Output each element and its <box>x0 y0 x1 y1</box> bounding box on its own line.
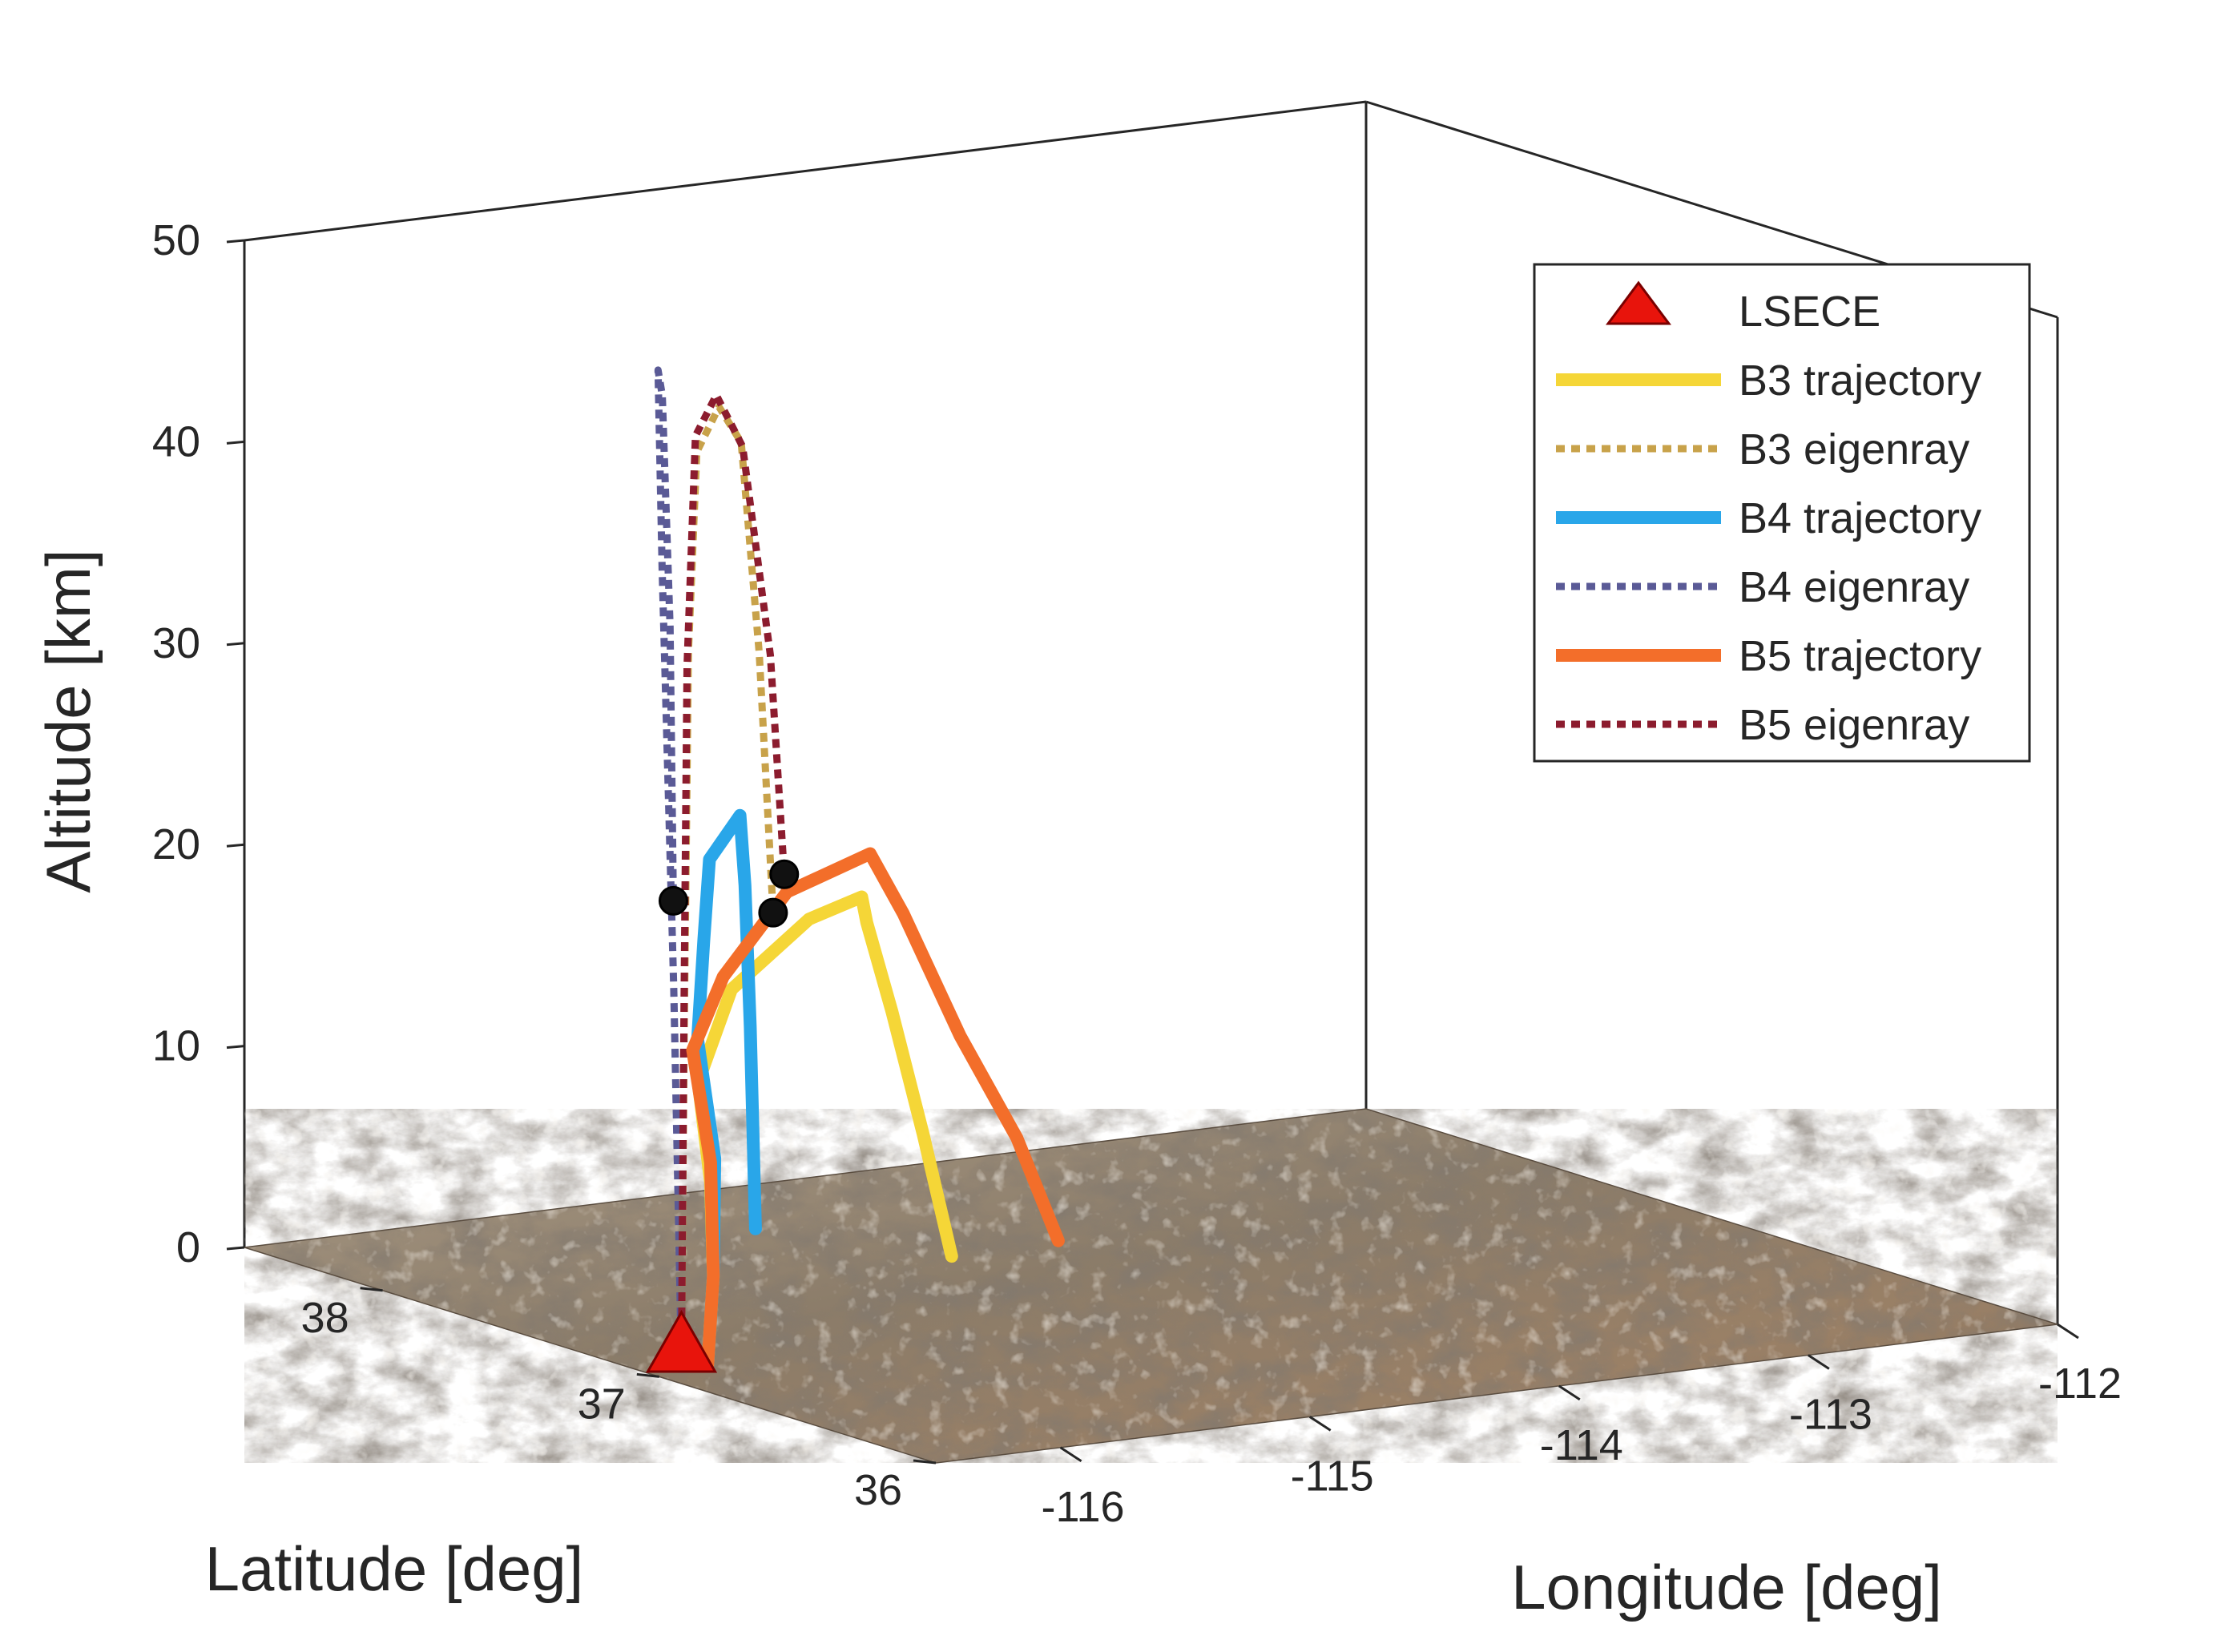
x-tick-label: -112 <box>2038 1360 2122 1408</box>
z-tick-label: 20 <box>152 820 200 868</box>
x-tick-mark <box>1059 1446 1082 1463</box>
y-tick-label: 36 <box>854 1466 902 1514</box>
series-b5-trajectory <box>686 847 1065 1372</box>
y-tick-mark <box>360 1287 383 1292</box>
x-tick-mark <box>2057 1323 2079 1340</box>
legend-label: B5 eigenray <box>1739 701 1969 749</box>
z-tick-label: 30 <box>152 619 200 667</box>
series-b5-eigenray <box>678 391 788 1363</box>
z-tick-mark <box>226 843 245 848</box>
z-tick-mark <box>226 642 245 647</box>
x-tick-label: -115 <box>1291 1452 1374 1500</box>
legend-label: B4 eigenray <box>1739 563 1969 611</box>
z-tick-label: 0 <box>176 1223 200 1271</box>
x-axis-title: Longitude [deg] <box>1511 1552 1942 1622</box>
series-b3-eigenray <box>678 403 777 1363</box>
y-tick-label: 38 <box>301 1294 349 1342</box>
markers-layer <box>645 859 800 1373</box>
x-tick-mark <box>1558 1384 1581 1401</box>
legend-label: B3 eigenray <box>1739 425 1969 473</box>
axis-edge-top-back <box>244 100 1367 242</box>
y-tick-label: 37 <box>578 1380 626 1428</box>
z-tick-mark <box>226 1045 245 1050</box>
terrain-floor <box>244 1108 2058 1464</box>
intersection-marker-b3 <box>758 897 788 928</box>
x-tick-label: -113 <box>1789 1390 1872 1438</box>
intersection-marker-b5 <box>769 859 800 889</box>
station-marker-lsece <box>645 1309 718 1373</box>
x-tick-mark <box>1808 1354 1830 1370</box>
y-axis-title: Latitude [deg] <box>205 1533 584 1604</box>
z-tick-mark <box>226 239 245 244</box>
z-tick-mark <box>226 440 245 445</box>
series-b4-eigenray <box>654 366 685 1363</box>
legend-label: B3 trajectory <box>1739 357 1981 405</box>
y-tick-mark <box>913 1459 937 1465</box>
axis-ticks: 0 10 20 30 40 50 36 37 38 -116 -115 -114 -113 -112 <box>152 216 2122 1531</box>
axes-box-back <box>243 100 2059 1324</box>
x-tick-mark <box>1308 1416 1332 1432</box>
z-axis-title: Altitude [km] <box>33 549 103 892</box>
y-tick-mark <box>636 1372 659 1378</box>
x-tick-label: -116 <box>1042 1483 1125 1531</box>
terrain-texture <box>244 1109 2058 1463</box>
intersection-marker-b4 <box>658 885 688 916</box>
axis-titles: Altitude [km] Latitude [deg] Longitude [… <box>33 549 1942 1622</box>
legend-label: B5 trajectory <box>1739 632 1981 680</box>
terrain-outline <box>244 1108 2058 1464</box>
z-tick-label: 50 <box>152 216 200 264</box>
z-tick-mark <box>226 1246 245 1251</box>
legend: LSECE B3 trajectory B3 eigenray B4 trajecto… <box>1533 263 2031 763</box>
z-tick-label: 10 <box>152 1022 200 1070</box>
legend-label: LSECE <box>1739 288 1880 336</box>
x-tick-label: -114 <box>1540 1421 1623 1469</box>
legend-label: B4 trajectory <box>1739 494 1981 542</box>
z-tick-label: 40 <box>152 417 200 465</box>
series-layer <box>654 366 1065 1372</box>
legend-swatch-station <box>1606 280 1671 325</box>
